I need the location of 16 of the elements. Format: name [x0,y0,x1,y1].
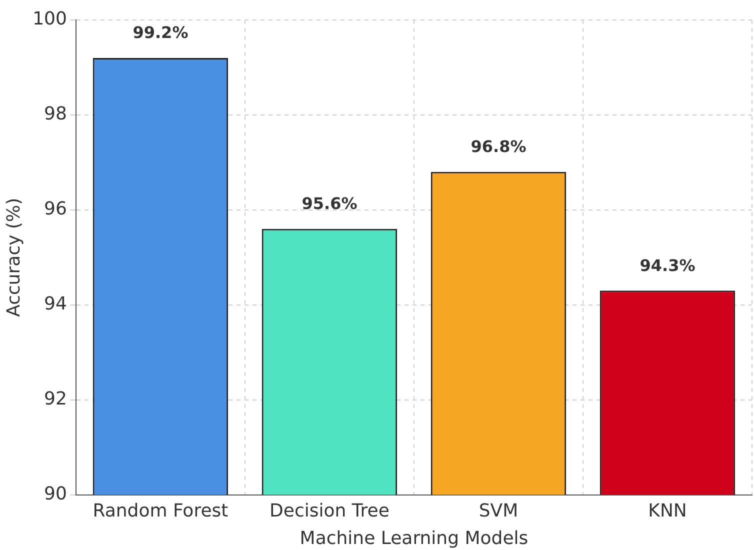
y-tick-label: 96 [44,198,67,220]
x-tick-label: Decision Tree [270,500,390,522]
data-label: 96.8% [470,137,526,156]
x-tick-label: Random Forest [92,500,228,522]
data-label: 99.2% [132,23,188,42]
x-tick-label: SVM [478,500,518,522]
x-tick-label: KNN [648,500,687,522]
y-tick-label: 90 [44,483,67,504]
data-label: 95.6% [302,194,358,214]
y-axis-title: Accuracy (%) [3,198,24,317]
data-label: 94.3% [640,256,696,275]
y-tick-label: 92 [44,388,67,410]
y-tick-label: 94 [44,294,67,315]
y-tick-label: 98 [44,104,67,125]
x-axis-title: Machine Learning Models [300,528,528,549]
y-tick-label: 100 [32,8,67,30]
